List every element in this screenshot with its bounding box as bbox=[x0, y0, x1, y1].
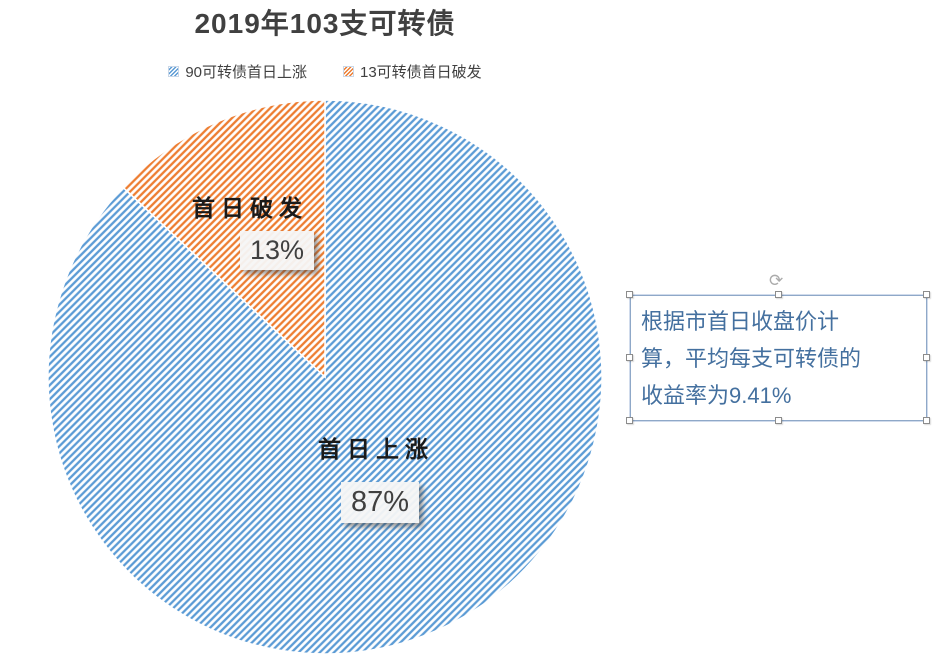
annotation-line-2: 算，平均每支可转债的 bbox=[641, 346, 862, 371]
legend-swatch-rise-icon bbox=[168, 66, 180, 77]
selection-handle-middle-left[interactable] bbox=[626, 354, 633, 361]
slice-label-rise: 首日上涨 bbox=[318, 436, 434, 462]
annotation-line-1: 根据市首日收盘价计 bbox=[641, 309, 840, 334]
slice-label-break: 首日破发 bbox=[192, 195, 308, 221]
legend-item-break[interactable]: 13可转债首日破发 bbox=[343, 61, 482, 82]
legend-swatch-break-icon bbox=[343, 66, 354, 77]
selection-handle-middle-right[interactable] bbox=[923, 354, 930, 361]
selection-handle-bottom-middle[interactable] bbox=[775, 417, 782, 424]
annotation-textbox[interactable]: 根据市首日收盘价计 算，平均每支可转债的 收益率为9.41% bbox=[630, 295, 927, 421]
slice-pct-rise[interactable]: 87% bbox=[341, 482, 420, 523]
selection-handle-top-left[interactable] bbox=[626, 291, 633, 298]
legend: 90可转债首日上涨 13可转债首日破发 bbox=[0, 61, 650, 82]
pie-slice-break[interactable] bbox=[122, 99, 326, 379]
rotate-handle-icon[interactable]: ⟳ bbox=[769, 271, 784, 290]
selection-handle-top-middle[interactable] bbox=[775, 291, 782, 298]
legend-label-rise: 90可转债首日上涨 bbox=[185, 64, 307, 81]
annotation-line-3: 收益率为9.41% bbox=[641, 383, 792, 408]
selection-handle-bottom-left[interactable] bbox=[626, 417, 633, 424]
slice-pct-break[interactable]: 13% bbox=[240, 231, 315, 270]
selection-handle-top-right[interactable] bbox=[923, 291, 930, 298]
legend-label-break: 13可转债首日破发 bbox=[360, 64, 482, 81]
chart-title: 2019年103支可转债 bbox=[194, 8, 456, 39]
legend-item-rise[interactable]: 90可转债首日上涨 bbox=[168, 61, 307, 82]
selection-handle-bottom-right[interactable] bbox=[923, 417, 930, 424]
